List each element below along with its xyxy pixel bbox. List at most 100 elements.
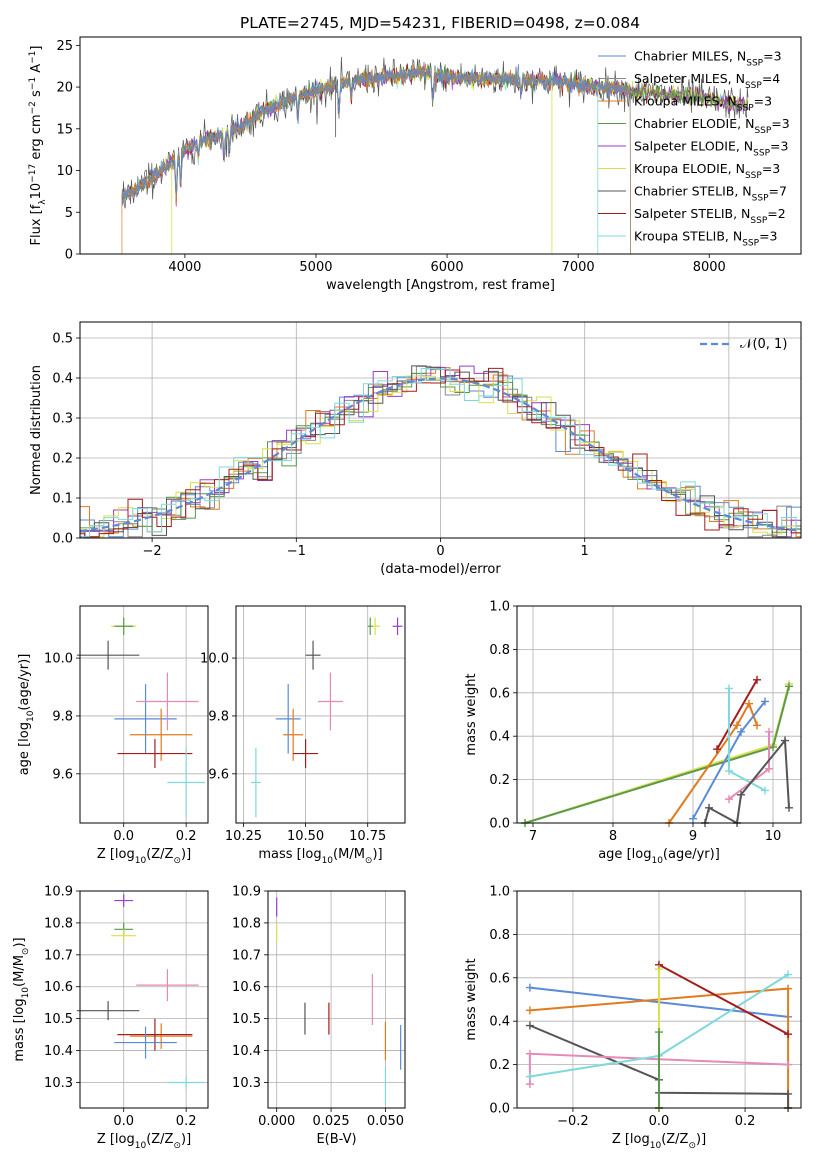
weight-marker (655, 965, 663, 974)
weight-marker (525, 1080, 534, 1089)
weight-marker (745, 699, 753, 708)
y-tick-label: 0.0 (52, 532, 73, 547)
y-tick-label: 0 (65, 248, 73, 263)
x-tick-label: 0.000 (258, 1114, 295, 1129)
age-vs-mass-points (250, 617, 403, 818)
y-tick-label: 0.4 (489, 730, 510, 745)
legend-entry: Kroupa STELIB, NSSP=3 (634, 229, 778, 249)
weight-marker (525, 1021, 534, 1030)
y-axis-label: age [log10(age/yr)] (17, 654, 36, 776)
weight-marker (725, 766, 733, 775)
legend-entry: 𝒩(0, 1) (740, 337, 787, 352)
x-axis-label: E(B-V) (316, 1132, 356, 1147)
y-axis-label: mass weight (464, 958, 479, 1040)
weight-marker (725, 684, 733, 693)
weight-marker (784, 1060, 793, 1069)
residuals-frame (79, 321, 802, 539)
y-tick-label: 0.8 (489, 643, 510, 658)
mass-vs-EBV-frame (267, 890, 406, 1109)
legend-entry: Salpeter ELODIE, NSSP=3 (634, 139, 788, 159)
weight-marker (689, 814, 697, 823)
x-tick-label: 5000 (299, 260, 332, 275)
y-tick-label: 10.5 (44, 1012, 73, 1027)
weight-marker (753, 675, 761, 684)
errorbar-point (136, 969, 199, 1002)
x-tick-label: 10.25 (225, 829, 262, 844)
spectrum-salpeter-miles (121, 66, 631, 254)
errorbar-point (136, 672, 199, 731)
errorbar-point (305, 640, 321, 670)
y-tick-label: 0.8 (489, 928, 510, 943)
weight-marker (525, 1072, 534, 1081)
errorbar-point (114, 894, 134, 907)
x-tick-label: 10.75 (349, 829, 386, 844)
age-vs-Z-frame (79, 605, 209, 824)
x-tick-label: 0.2 (735, 1114, 756, 1129)
legend-entry: Kroupa MILES, NSSP=3 (634, 94, 772, 114)
y-tick-label: 10.0 (200, 652, 229, 667)
weight-marker (785, 803, 793, 812)
weight-marker (769, 743, 777, 752)
y-tick-label: 1.0 (489, 600, 510, 615)
y-tick-label: 0.0 (489, 1102, 510, 1117)
y-tick-label: 10.7 (232, 948, 261, 963)
x-tick-label: 0.0 (113, 1114, 134, 1129)
y-tick-label: 10.4 (232, 1044, 261, 1059)
x-axis-label: Z [log10(Z/Z⊙)] (97, 847, 191, 866)
x-tick-label: 7 (529, 829, 537, 844)
weight-marker (737, 727, 745, 736)
y-axis-label: mass [log10(M/M⊙)] (12, 937, 31, 1061)
x-axis-label: wavelength [Angstrom, rest frame] (326, 278, 555, 293)
errorbar-point (318, 672, 343, 731)
x-tick-label: 0 (436, 544, 444, 559)
weight-marker (765, 764, 773, 773)
y-tick-label: 0.6 (489, 686, 510, 701)
errorbar-point (111, 929, 137, 943)
y-tick-label: 0.2 (52, 452, 73, 467)
y-tick-label: 1.0 (489, 885, 510, 900)
weight-marker (765, 727, 773, 736)
spectrum-axes: 4000 5000 6000 7000 8000 0 5 10 15 20 25 (56, 39, 725, 275)
y-tick-label: 15 (56, 122, 73, 137)
errorbar-point (114, 684, 177, 754)
svg-text:mass weight: mass weight (464, 958, 479, 1040)
x-tick-label: −1 (287, 544, 306, 559)
mass-vs-Z-frame (79, 890, 209, 1109)
age-vs-mass-frame (235, 605, 406, 824)
x-tick-label: 10.50 (287, 829, 324, 844)
errorbar-point (117, 739, 193, 769)
x-tick-label: 0.0 (113, 829, 134, 844)
svg-text:wavelength [Angstrom, rest fra: wavelength [Angstrom, rest frame] (326, 278, 555, 293)
weight-line (716, 679, 758, 750)
svg-text:Z [log10(Z/Z⊙)]: Z [log10(Z/Z⊙)] (612, 1132, 706, 1151)
y-tick-label: 9.8 (208, 709, 229, 724)
x-tick-label: 8000 (693, 260, 726, 275)
mass-vs-Z-points (76, 894, 205, 1089)
svg-text:Z [log10(Z/Z⊙)]: Z [log10(Z/Z⊙)] (97, 1132, 191, 1151)
y-tick-label: 10.9 (44, 885, 73, 900)
y-tick-label: 0.1 (52, 492, 73, 507)
y-tick-label: 10.5 (232, 1012, 261, 1027)
legend-entry: Salpeter MILES, NSSP=4 (634, 71, 780, 91)
errorbar-point (392, 617, 403, 635)
weight-marker (525, 1006, 534, 1015)
weight-vs-Z-series (525, 960, 793, 1112)
weight-vs-Z-frame (516, 890, 802, 1109)
y-axis-label: mass weight (464, 673, 479, 755)
y-tick-label: 10.8 (232, 916, 261, 931)
y-tick-label: 0.6 (489, 971, 510, 986)
svg-text:Flux [fλ10−17 erg cm−2 s−1 A−1: Flux [fλ10−17 erg cm−2 s−1 A−1] (28, 46, 48, 246)
age-vs-Z-points (76, 617, 205, 818)
x-axis-label: (data-model)/error (380, 562, 501, 577)
weight-marker (733, 721, 741, 730)
weight-marker (705, 803, 713, 812)
y-tick-label: 0.3 (52, 412, 73, 427)
histogram-chabrier-stelib (80, 365, 801, 538)
y-tick-label: 0.2 (489, 1058, 510, 1073)
y-tick-label: 0.0 (489, 817, 510, 832)
x-axis-label: mass [log10(M/M⊙)] (258, 847, 382, 866)
errorbar-point (250, 747, 261, 818)
x-tick-label: 4000 (168, 260, 201, 275)
